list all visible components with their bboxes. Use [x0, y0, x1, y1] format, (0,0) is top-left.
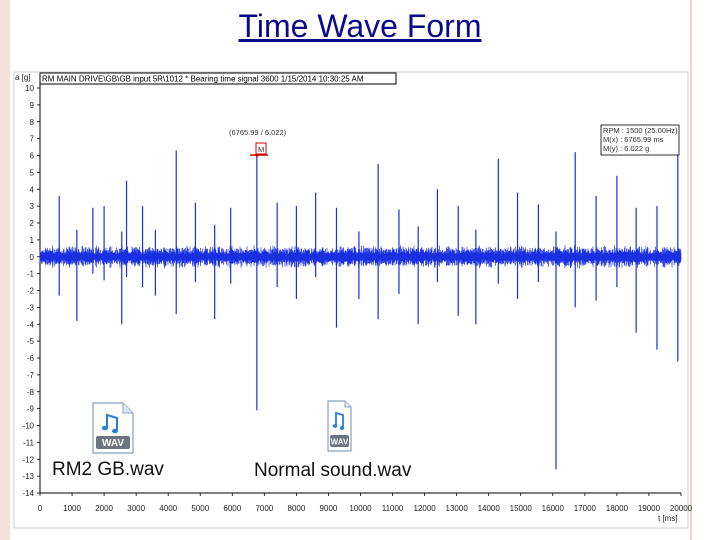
y-tick-label: 10	[25, 84, 34, 93]
plot-header-box	[39, 72, 397, 85]
y-tick-label: -7	[27, 371, 35, 380]
x-tick-label: 1000	[63, 504, 81, 513]
y-tick-label: 1	[30, 236, 35, 245]
cursor-marker-box[interactable]	[255, 142, 267, 155]
cursor-coordinates: (6765.99 / 6.022)	[229, 128, 287, 137]
y-tick-label: -10	[22, 422, 34, 431]
plot-header: RM MAIN DRIVE\GB\GB input 5R\1012 * Bear…	[42, 75, 364, 84]
x-tick-label: 15000	[510, 504, 533, 513]
x-tick-label: 17000	[574, 504, 597, 513]
x-tick-label: 7000	[255, 504, 273, 513]
cursor-marker-label: M	[258, 145, 264, 154]
x-tick-label: 14000	[478, 504, 501, 513]
x-tick-label: 13000	[446, 504, 469, 513]
x-tick-label: 11000	[382, 504, 404, 513]
wav-badge: WAV	[331, 438, 349, 447]
y-tick-label: 8	[30, 118, 35, 127]
y-tick-label: 3	[30, 202, 35, 211]
y-tick-label: 9	[30, 101, 35, 110]
y-tick-label: 6	[30, 152, 35, 161]
y-tick-label: -12	[22, 455, 34, 464]
y-tick-label: -5	[27, 337, 35, 346]
x-tick-label: 18000	[606, 504, 629, 513]
y-tick-label: -1	[27, 270, 35, 279]
x-tick-label: 8000	[288, 504, 306, 513]
x-tick-label: 19000	[638, 504, 661, 513]
wav-caption-2[interactable]: Normal sound.wav	[254, 460, 412, 481]
y-tick-label: -14	[22, 489, 34, 498]
wav-attachment-1[interactable]: WAV	[92, 402, 134, 454]
y-tick-label: 7	[30, 135, 35, 144]
music-note-icon	[106, 413, 118, 430]
music-note-icon	[335, 411, 344, 427]
x-tick-label: 20000	[670, 504, 693, 513]
y-tick-label: -8	[27, 388, 35, 397]
y-axis-label: a [g]	[15, 73, 31, 82]
x-tick-label: 4000	[159, 504, 177, 513]
x-tick-label: 12000	[413, 504, 436, 513]
x-tick-label: 9000	[320, 504, 338, 513]
x-tick-label: 5000	[191, 504, 209, 513]
plot-layer: 109876543210-1-2-3-4-5-6-7-8-9-10-11-12-…	[22, 84, 693, 513]
readout-box	[600, 124, 680, 156]
wav-attachment-2[interactable]: WAV	[327, 400, 352, 452]
y-tick-label: 0	[30, 253, 35, 262]
x-tick-label: 3000	[127, 504, 145, 513]
y-tick-label: -13	[22, 472, 34, 481]
x-tick-label: 10000	[349, 504, 372, 513]
slide-right-rule	[690, 0, 692, 540]
x-axis-label: t [ms]	[658, 514, 678, 523]
slide-left-stripe	[0, 0, 10, 540]
slide-title: Time Wave Form	[238, 8, 482, 44]
y-tick-label: 2	[30, 219, 35, 228]
y-tick-label: -3	[27, 303, 35, 312]
x-tick-label: 16000	[542, 504, 565, 513]
readout-line-mx: M(x) : 6765.99 ms	[603, 135, 664, 144]
x-tick-label: 6000	[223, 504, 241, 513]
y-tick-label: -4	[27, 320, 35, 329]
y-tick-label: -11	[23, 438, 35, 447]
y-tick-label: 5	[30, 168, 35, 177]
x-tick-label: 2000	[95, 504, 113, 513]
x-tick-label: 0	[38, 504, 43, 513]
wav-badge: WAV	[102, 438, 124, 449]
readout-line-my: M(y) : 6.022 g	[603, 144, 649, 153]
y-tick-label: -6	[27, 354, 35, 363]
wav-caption-1[interactable]: RM2 GB.wav	[52, 459, 164, 480]
readout-line-rpm: RPM : 1500 (25.00Hz)	[603, 126, 678, 135]
y-tick-label: -2	[27, 287, 35, 296]
y-tick-label: 4	[30, 185, 35, 194]
y-tick-label: -9	[27, 405, 35, 414]
